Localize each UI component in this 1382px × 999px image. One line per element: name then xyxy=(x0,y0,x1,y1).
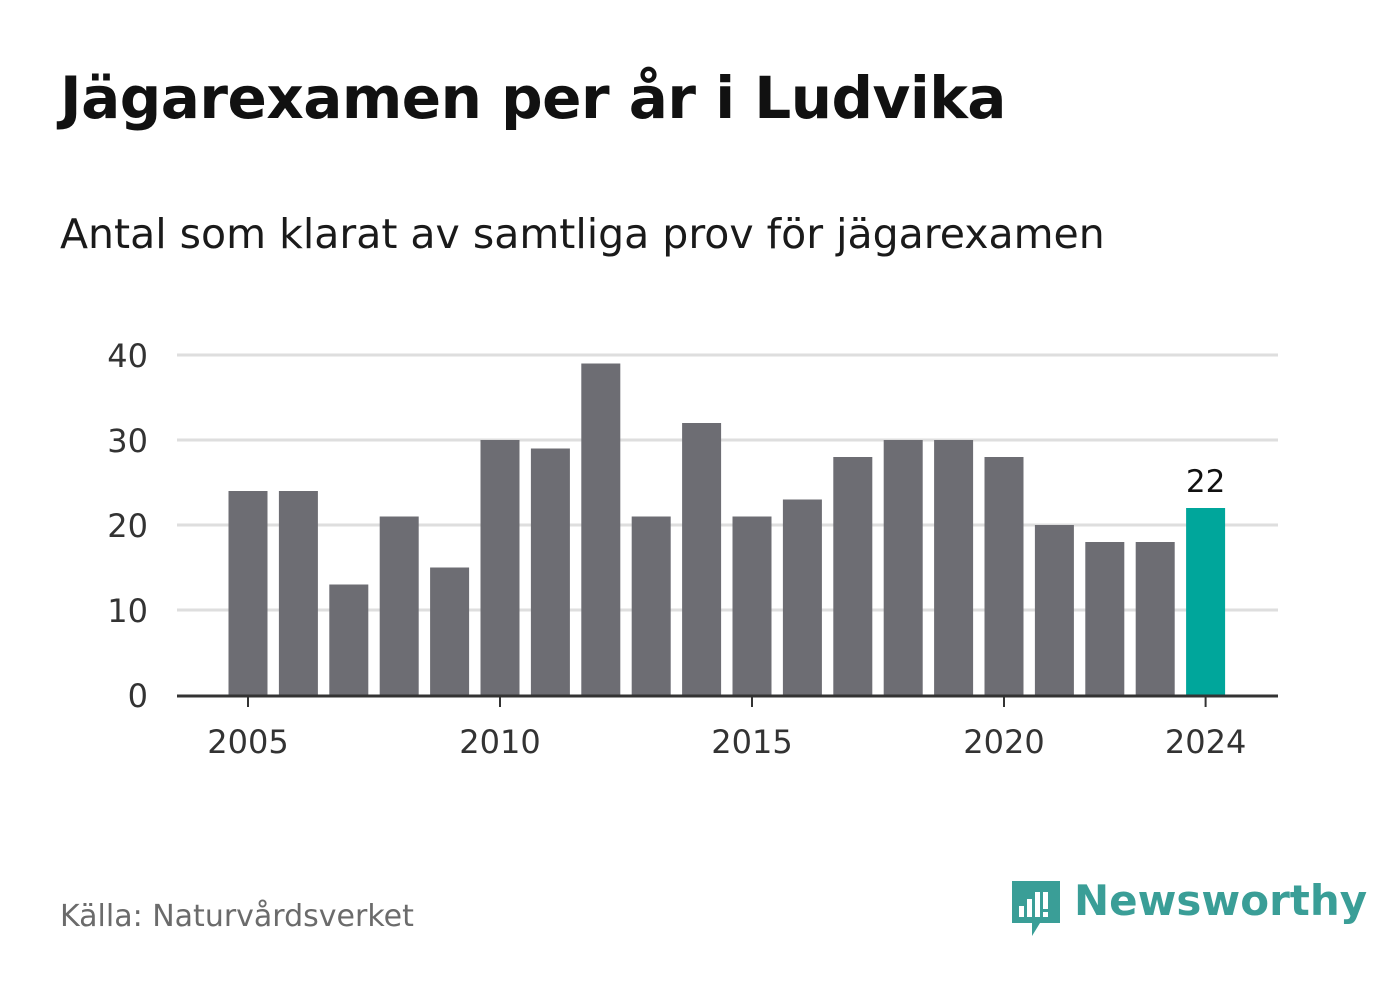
y-tick-label-0: 0 xyxy=(128,677,148,715)
bar-2017 xyxy=(833,457,873,695)
x-tick-label-2005: 2005 xyxy=(207,723,288,761)
chart-subtitle: Antal som klarat av samtliga prov för jä… xyxy=(60,210,1105,258)
bar-2011 xyxy=(530,448,570,695)
bar-2024 xyxy=(1186,508,1226,695)
bar-2015 xyxy=(732,516,772,695)
bar-2020 xyxy=(984,457,1024,695)
x-tick-label-2024: 2024 xyxy=(1165,723,1246,761)
brand-name: Newsworthy xyxy=(1074,876,1368,925)
bar-2006 xyxy=(278,491,318,695)
bar-2016 xyxy=(782,499,822,695)
y-tick-label-30: 30 xyxy=(107,422,148,460)
bar-2023 xyxy=(1135,542,1175,695)
bar-2009 xyxy=(430,567,470,695)
bar-2014 xyxy=(682,423,722,695)
bar-2022 xyxy=(1085,542,1125,695)
x-tick-label-2010: 2010 xyxy=(459,723,540,761)
source-note: Källa: Naturvårdsverket xyxy=(60,899,414,934)
x-tick-label-2020: 2020 xyxy=(963,723,1044,761)
newsworthy-logo: Newsworthy xyxy=(1010,876,1368,940)
x-tick-label-2015: 2015 xyxy=(711,723,792,761)
bar-2010 xyxy=(480,440,520,695)
y-tick-label-10: 10 xyxy=(107,592,148,630)
bar-2005 xyxy=(228,491,268,695)
y-tick-label-20: 20 xyxy=(107,507,148,545)
bar-2007 xyxy=(329,584,369,695)
y-tick-label-40: 40 xyxy=(107,337,148,375)
chart-title: Jägarexamen per år i Ludvika xyxy=(60,64,1006,132)
labels: 0 10 20 30 40 2005 2010 2015 2020 2024 22 xyxy=(107,337,1246,761)
bars xyxy=(228,363,1226,695)
bar-2021 xyxy=(1034,525,1074,695)
bar-2008 xyxy=(379,516,419,695)
newsworthy-logo-icon xyxy=(1012,881,1060,936)
bar-2019 xyxy=(934,440,974,695)
bar-2018 xyxy=(883,440,923,695)
axes xyxy=(177,694,1278,707)
bar-2012 xyxy=(581,363,621,695)
bar-2013 xyxy=(631,516,671,695)
data-label-2024: 22 xyxy=(1186,464,1225,500)
